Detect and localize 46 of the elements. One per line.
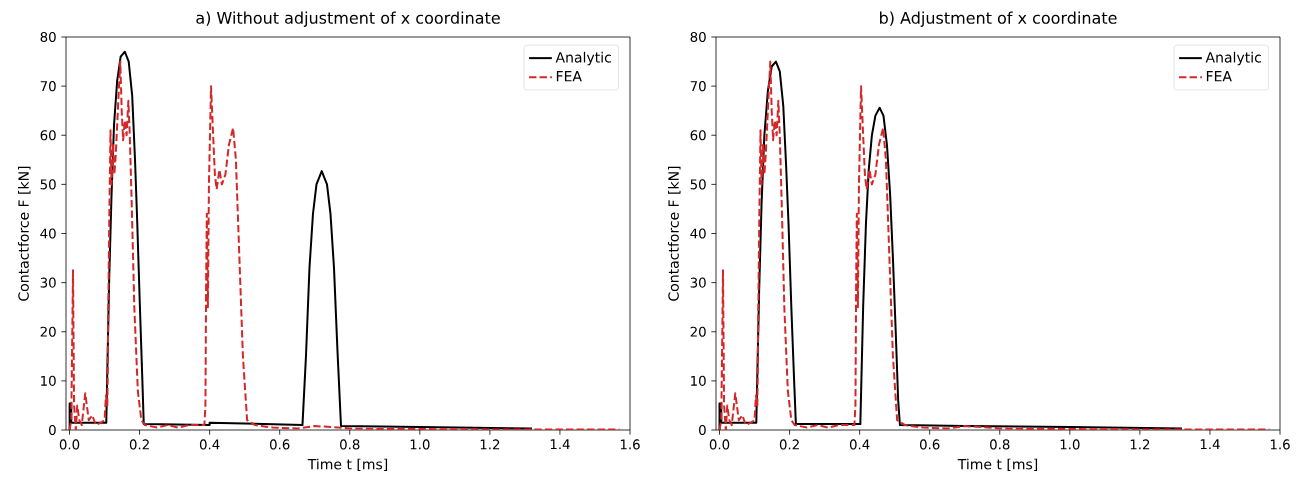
legend-label: FEA <box>556 71 582 82</box>
x-tick-label: 0.2 <box>779 439 799 450</box>
x-tick-label: 1.6 <box>1270 439 1290 450</box>
x-axis-title: Time t [ms] <box>957 458 1038 472</box>
x-tick-label: 0.8 <box>990 439 1010 450</box>
y-tick-label: 10 <box>691 375 706 386</box>
y-tick-label: 60 <box>40 130 56 141</box>
y-tick-label: 70 <box>690 81 706 92</box>
x-tick-label: 1.2 <box>480 439 500 450</box>
y-tick-label: 40 <box>40 228 56 239</box>
x-tick-label: 1.0 <box>410 439 430 450</box>
x-tick-label: 0.4 <box>849 439 870 450</box>
x-tick-label: 1.4 <box>550 439 570 450</box>
y-axis-title: Contactforce F [kN] <box>18 166 31 301</box>
y-tick-label: 60 <box>690 130 706 141</box>
x-tick-label: 0.4 <box>199 439 220 450</box>
legend-label: FEA <box>1206 71 1232 82</box>
chart-title: a) Without adjustment of x coordinate <box>196 11 500 27</box>
y-tick-label: 40 <box>690 228 706 239</box>
y-tick-label: 20 <box>40 326 56 337</box>
x-tick-label: 1.6 <box>620 439 640 450</box>
y-tick-label: 50 <box>40 179 56 190</box>
y-tick-label: 20 <box>690 326 706 337</box>
y-tick-label: 30 <box>40 277 56 288</box>
y-tick-label: 50 <box>690 179 706 190</box>
x-tick-label: 1.0 <box>1060 439 1080 450</box>
x-axis-title: Time t [ms] <box>307 458 388 472</box>
x-tick-label: 0.2 <box>129 439 149 450</box>
y-tick-label: 30 <box>690 277 706 288</box>
x-tick-label: 1.2 <box>1130 439 1150 450</box>
x-tick-label: 0.6 <box>269 439 290 450</box>
y-tick-label: 0 <box>49 424 56 436</box>
x-tick-label: 0.8 <box>340 439 360 450</box>
y-tick-label: 70 <box>40 81 56 92</box>
chart-title: b) Adjustment of x coordinate <box>880 11 1117 27</box>
legend-label: Analytic <box>1205 51 1261 66</box>
y-tick-label: 80 <box>40 31 56 43</box>
y-tick-label: 10 <box>41 375 56 386</box>
x-tick-label: 1.4 <box>1200 439 1220 450</box>
legend-label: Analytic <box>555 51 611 66</box>
y-axis-title: Contactforce F [kN] <box>668 166 681 301</box>
x-tick-label: 0.0 <box>709 439 730 450</box>
y-tick-label: 0 <box>699 424 706 436</box>
x-tick-label: 0.0 <box>59 439 80 450</box>
y-tick-label: 80 <box>690 31 706 43</box>
x-tick-label: 0.6 <box>919 439 940 450</box>
